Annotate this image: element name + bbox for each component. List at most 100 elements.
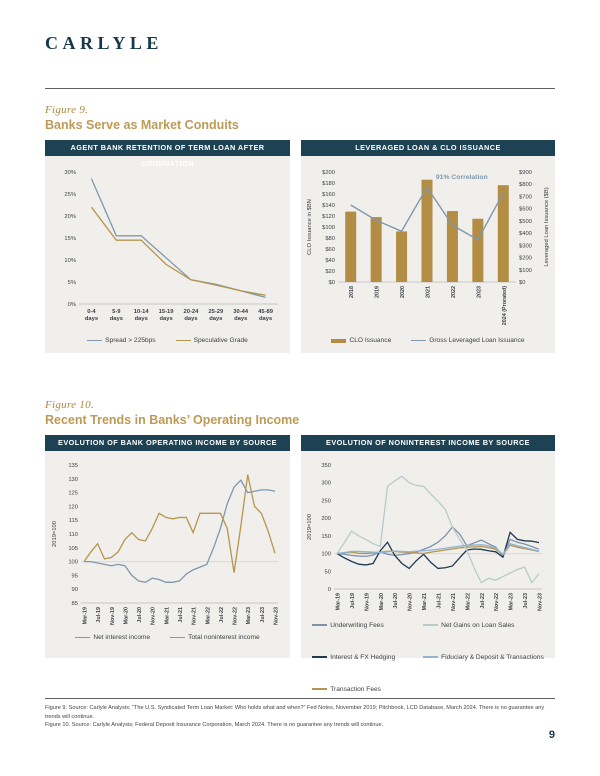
line-swatch-icon xyxy=(87,339,103,342)
figure-10-panels: EVOLUTION OF BANK OPERATING INCOME BY SO… xyxy=(45,435,555,693)
y-tick-label: 5% xyxy=(68,280,76,286)
x-tick-label: Jul-21 xyxy=(437,593,443,609)
y-axis-title: 2019=100 xyxy=(307,514,313,540)
x-tick-label: Nov-22 xyxy=(494,593,500,611)
bar-2023 xyxy=(472,218,484,282)
left-y-tick-label: $40 xyxy=(325,258,335,264)
y-tick-label: 350 xyxy=(321,463,331,469)
chart-legend: CLO Issuance Gross Leveraged Loan Issuanc… xyxy=(301,337,555,344)
x-tick-label: Nov-21 xyxy=(451,593,457,611)
x-tick-label: Mar-23 xyxy=(246,607,252,624)
right-y-tick-label: $400 xyxy=(519,231,532,237)
footnote-figure-9: Figure 9. Source: Carlyle Analysis; “The… xyxy=(45,705,545,720)
legend-label: Fiduciary & Deposit & Transactions xyxy=(441,653,544,661)
x-tick-label: Nov-20 xyxy=(151,607,157,625)
chart-2-body: $0 $20 $40 $60 $80 $100 $120 $140 $160 $180 $200 $0… xyxy=(301,156,555,353)
legend-item-net-gains-on-loan-sales: Net Gains on Loan Sales xyxy=(423,622,544,629)
y-tick-label: 20% xyxy=(64,214,76,220)
x-tick-label: Mar-21 xyxy=(164,607,170,624)
legend-item-underwriting-fees: Underwriting Fees xyxy=(312,622,395,629)
header-divider xyxy=(45,88,555,89)
x-tick-label: 0-4 days xyxy=(85,309,98,322)
y-tick-label: 85 xyxy=(72,601,78,607)
chart-3-body: 85 90 95 100 105 110 115 120 125 130 135 2019=100 Ma… xyxy=(45,451,290,658)
y-tick-label: 105 xyxy=(68,546,78,552)
x-tick-label: 2021 xyxy=(426,286,432,298)
left-y-tick-label: $20 xyxy=(325,269,335,275)
y-tick-label: 100 xyxy=(321,552,331,558)
right-y-tick-label: $500 xyxy=(519,219,532,225)
x-tick-label: Jul-22 xyxy=(480,593,486,609)
y-tick-label: 30% xyxy=(64,170,76,176)
series-line-net-gains-on-loan-sales xyxy=(336,475,540,584)
carlyle-logo: CARLYLE xyxy=(45,33,163,53)
x-tick-label: Jul-19 xyxy=(96,607,102,623)
panel-noninterest-income: EVOLUTION OF NONINTEREST INCOME BY SOURC… xyxy=(301,435,555,693)
legend-label: Gross Leveraged Loan Issuance xyxy=(429,337,525,344)
y-tick-label: 110 xyxy=(69,532,78,538)
right-y-tick-label: $200 xyxy=(519,256,532,262)
y-tick-label: 135 xyxy=(68,463,78,469)
left-y-tick-label: $200 xyxy=(322,170,335,176)
chart-4-body: 0 50 100 150 200 250 300 350 2019=100 Mar-19 Jul-1… xyxy=(301,451,555,693)
x-tick-label: 2018 xyxy=(349,286,355,298)
legend-item-clo-issuance: CLO Issuance xyxy=(331,337,391,344)
y-tick-label: 50 xyxy=(325,569,331,575)
chart4-canvas: 0 50 100 150 200 250 300 350 2019=100 Mar-19 Jul-1… xyxy=(307,463,544,611)
figure-10-label: Figure 10. xyxy=(45,399,95,411)
right-y-tick-label: $900 xyxy=(519,170,532,176)
x-tick-label: Jul-19 xyxy=(350,593,356,609)
line-swatch-icon xyxy=(170,636,186,639)
y-tick-label: 90 xyxy=(72,587,78,593)
left-y-axis-title: CLO Issuance in $BN xyxy=(307,199,313,255)
chart-4-header: EVOLUTION OF NONINTEREST INCOME BY SOURC… xyxy=(301,435,555,451)
left-y-tick-label: $140 xyxy=(322,203,335,209)
right-y-tick-label: $700 xyxy=(519,194,532,200)
x-tick-label: 45-89 days xyxy=(258,309,274,322)
x-tick-label: 5-9 days xyxy=(110,309,123,322)
legend-label: Total noninterest income xyxy=(188,634,260,641)
correlation-annotation: 91% Correlation xyxy=(436,174,488,181)
chart-1-body: 0% 5% 10% 15% 20% 25% 30% 0-4 days 5-9 days 10-14 da… xyxy=(45,156,290,353)
line-swatch-icon xyxy=(312,624,328,626)
y-tick-label: 250 xyxy=(321,498,331,504)
x-tick-label: Mar-22 xyxy=(205,607,211,624)
bar-2018 xyxy=(345,211,357,282)
x-tick-label: Mar-22 xyxy=(465,593,471,610)
x-tick-label: 30-44 days xyxy=(233,309,249,322)
x-tick-label: 2020 xyxy=(400,286,406,298)
right-y-tick-label: $0 xyxy=(519,280,525,286)
bar-2020 xyxy=(396,231,408,282)
right-y-axis-title: Leveraged Loan Issuance ($B) xyxy=(544,187,550,266)
chart-3-header: EVOLUTION OF BANK OPERATING INCOME BY SO… xyxy=(45,435,290,451)
y-tick-label: 125 xyxy=(68,491,78,497)
line-swatch-icon xyxy=(75,636,91,639)
series-line-interest-fx-hedging xyxy=(336,531,540,570)
line-swatch-icon xyxy=(312,688,328,690)
chart2-canvas: $0 $20 $40 $60 $80 $100 $120 $140 $160 $180 $200 $0… xyxy=(307,170,550,325)
bar-2019 xyxy=(370,217,382,282)
x-tick-label: Nov-21 xyxy=(192,607,198,625)
figure-9-label: Figure 9. xyxy=(45,104,89,116)
y-tick-label: 25% xyxy=(64,192,76,198)
legend-label: Net Gains on Loan Sales xyxy=(441,621,515,629)
y-tick-label: 300 xyxy=(321,481,331,487)
legend-label: Interest & FX Hedging xyxy=(330,653,396,661)
x-tick-label: Jul-23 xyxy=(260,607,266,623)
y-tick-label: 10% xyxy=(64,258,76,264)
bar-2024-prorated xyxy=(497,185,509,282)
x-tick-label: Mar-19 xyxy=(83,607,89,624)
line-swatch-icon xyxy=(312,656,328,658)
x-tick-label: 2019 xyxy=(375,286,381,298)
legend-label: CLO Issuance xyxy=(349,337,392,344)
footnotes: Figure 9. Source: Carlyle Analysis; “The… xyxy=(45,704,555,730)
y-tick-label: 95 xyxy=(72,573,78,579)
legend-item-total-noninterest-income: Total noninterest income xyxy=(170,634,260,641)
y-tick-label: 0% xyxy=(68,302,76,308)
y-tick-label: 120 xyxy=(68,504,78,510)
chart-2-header: LEVERAGED LOAN & CLO ISSUANCE xyxy=(301,140,555,156)
chart1-canvas: 0% 5% 10% 15% 20% 25% 30% 0-4 days 5-9 days 10-14 da… xyxy=(64,170,278,322)
x-tick-label: Nov-19 xyxy=(364,593,370,611)
x-tick-label: Nov-19 xyxy=(110,607,116,625)
x-tick-label: Nov-23 xyxy=(274,607,280,625)
